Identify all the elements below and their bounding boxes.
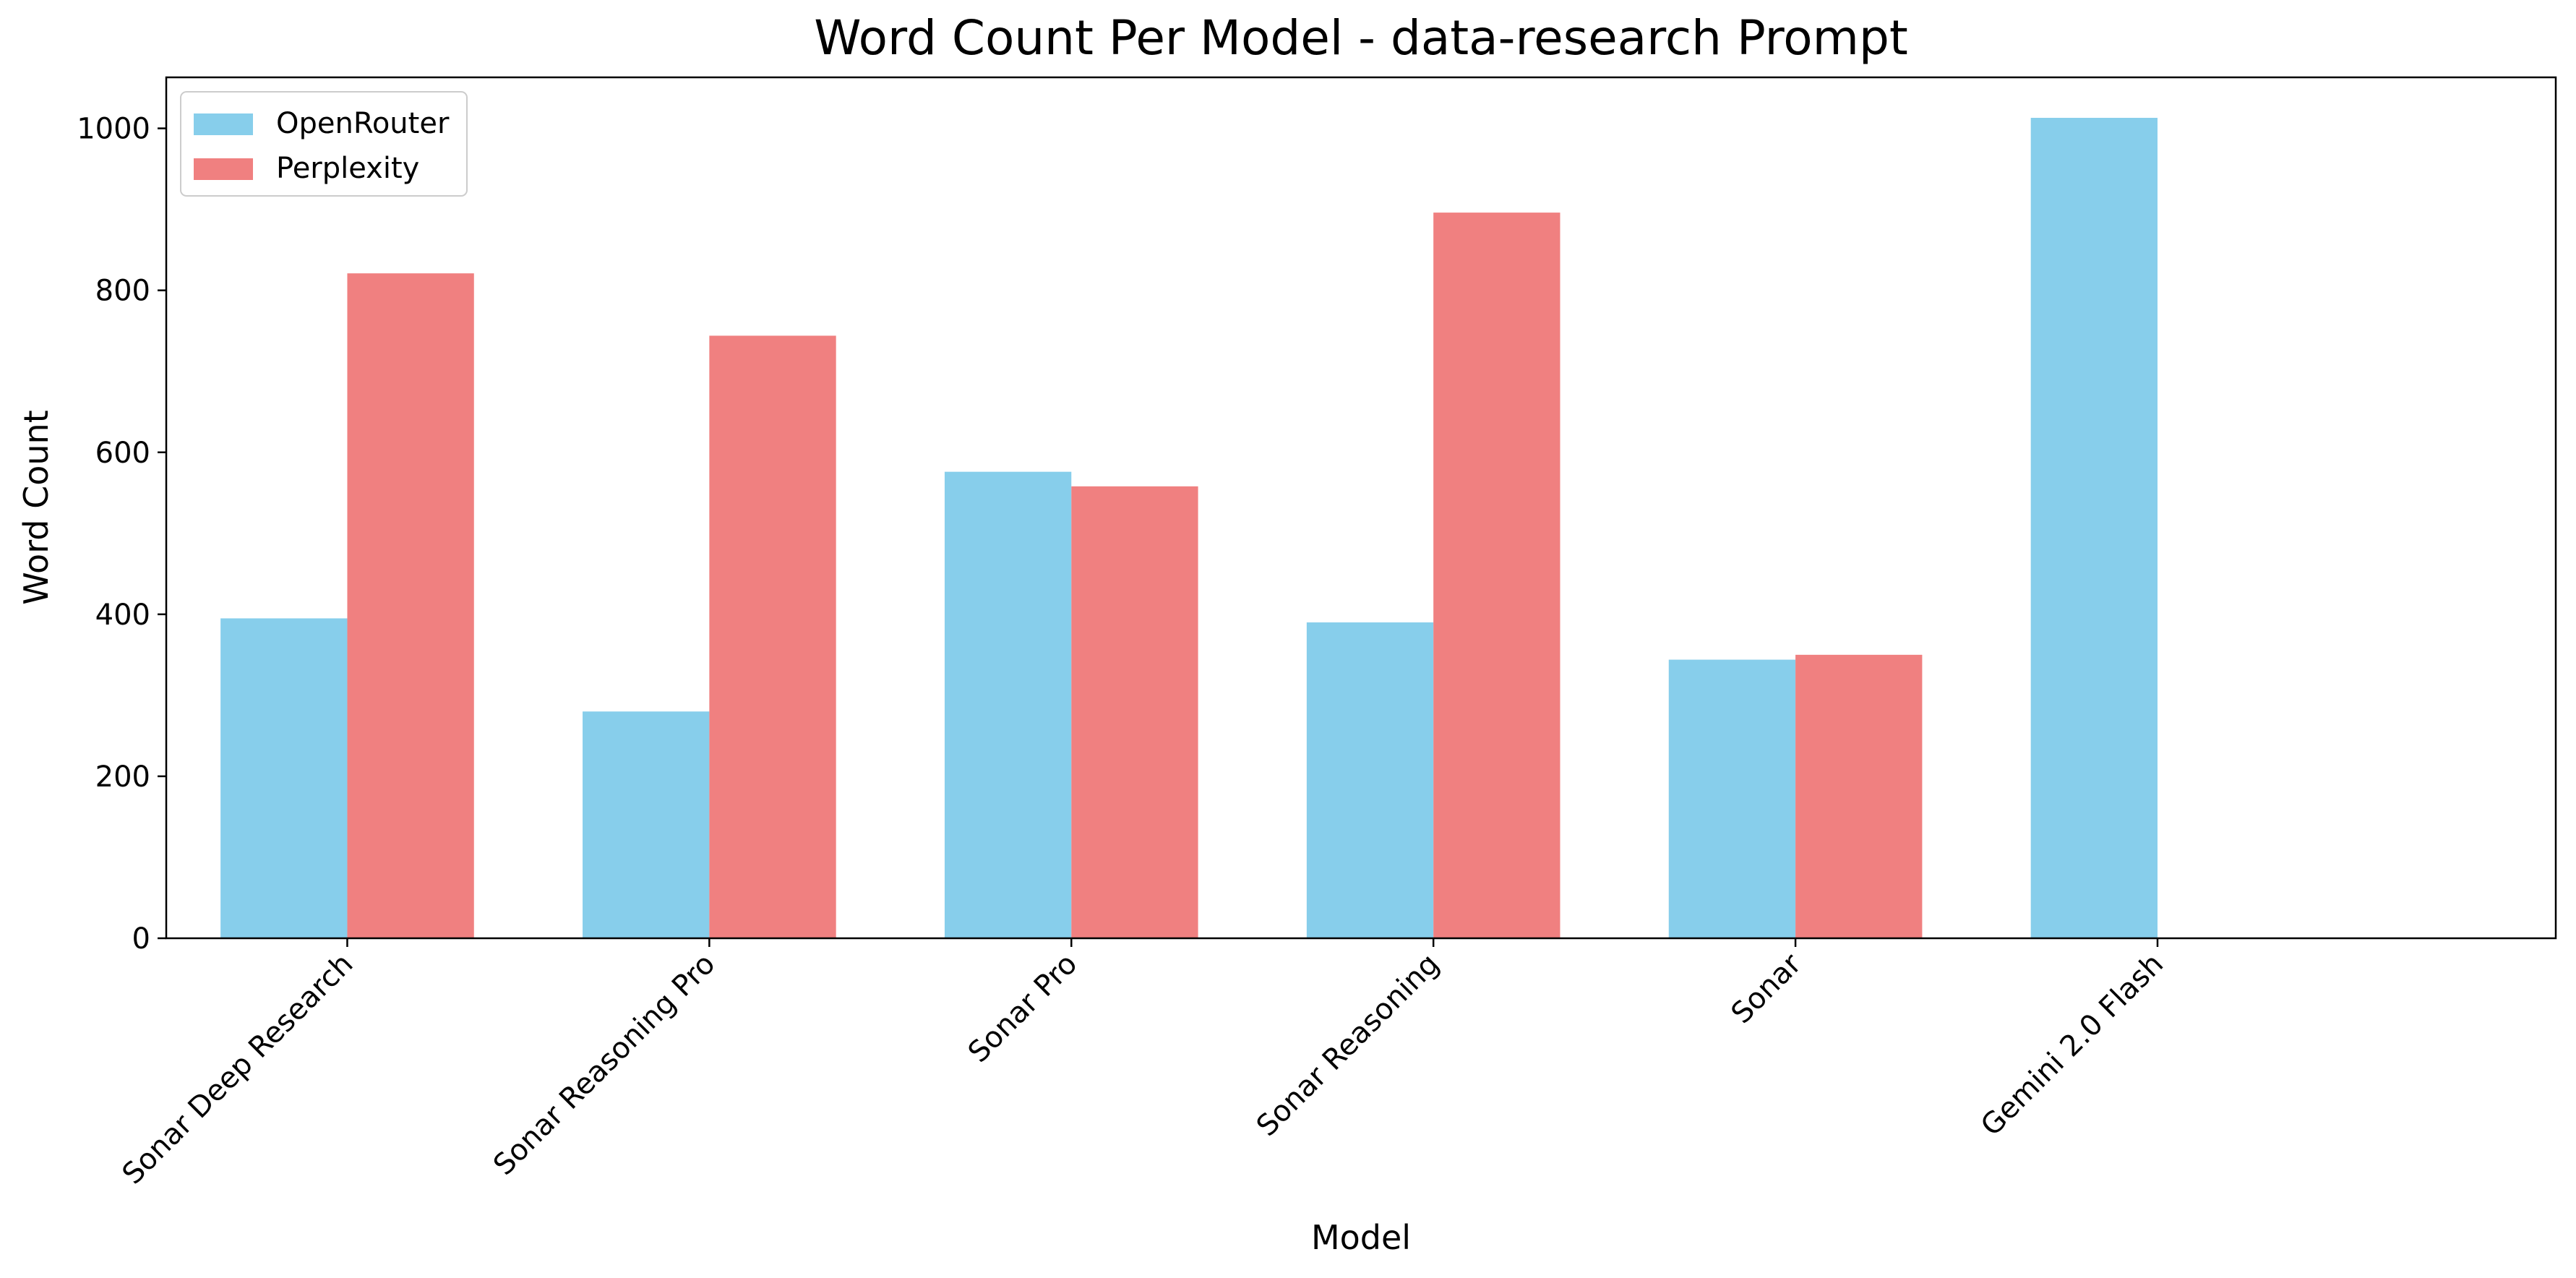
- plot-frame: [165, 76, 2557, 940]
- bar-perplexity-1: [709, 335, 836, 938]
- legend-label-perplexity: Perplexity: [276, 152, 419, 185]
- bar-perplexity-2: [1071, 486, 1198, 938]
- y-tick-label: 0: [132, 922, 150, 956]
- y-tick-label: 200: [95, 760, 150, 794]
- legend-label-openrouter: OpenRouter: [276, 107, 450, 140]
- x-axis-label: Model: [1311, 1218, 1411, 1257]
- x-tick-label: Gemini 2.0 Flash: [1975, 948, 2170, 1143]
- y-tick-label: 800: [95, 275, 150, 308]
- bar-openrouter-0: [220, 618, 348, 938]
- bar-openrouter-4: [1668, 659, 1796, 938]
- y-tick-label: 400: [95, 599, 150, 632]
- chart-title: Word Count Per Model - data-research Pro…: [814, 10, 1907, 66]
- y-tick-label: 1000: [77, 113, 150, 146]
- bar-perplexity-3: [1433, 213, 1560, 938]
- x-tick-label: Sonar Deep Research: [116, 948, 360, 1191]
- x-tick-label: Sonar Reasoning Pro: [487, 948, 721, 1182]
- bar-perplexity-0: [347, 273, 474, 939]
- bar-openrouter-5: [2030, 118, 2158, 938]
- bar-openrouter-3: [1306, 622, 1434, 938]
- legend: OpenRouter Perplexity: [180, 91, 468, 197]
- legend-swatch-openrouter: [194, 113, 253, 135]
- plot-area: 0 200 400 600 800 1000 Sonar Deep Research Sona…: [77, 76, 2557, 1191]
- x-tick-label: Sonar Pro: [962, 948, 1084, 1070]
- y-tick-label: 600: [95, 437, 150, 470]
- bar-openrouter-2: [944, 471, 1072, 938]
- y-axis-label: Word Count: [17, 410, 56, 604]
- legend-swatch-perplexity: [194, 158, 253, 180]
- bar-perplexity-4: [1795, 654, 1923, 938]
- bar-openrouter-1: [583, 711, 710, 938]
- x-tick-label: Sonar Reasoning: [1250, 948, 1446, 1143]
- x-tick-label: Sonar: [1725, 947, 1808, 1030]
